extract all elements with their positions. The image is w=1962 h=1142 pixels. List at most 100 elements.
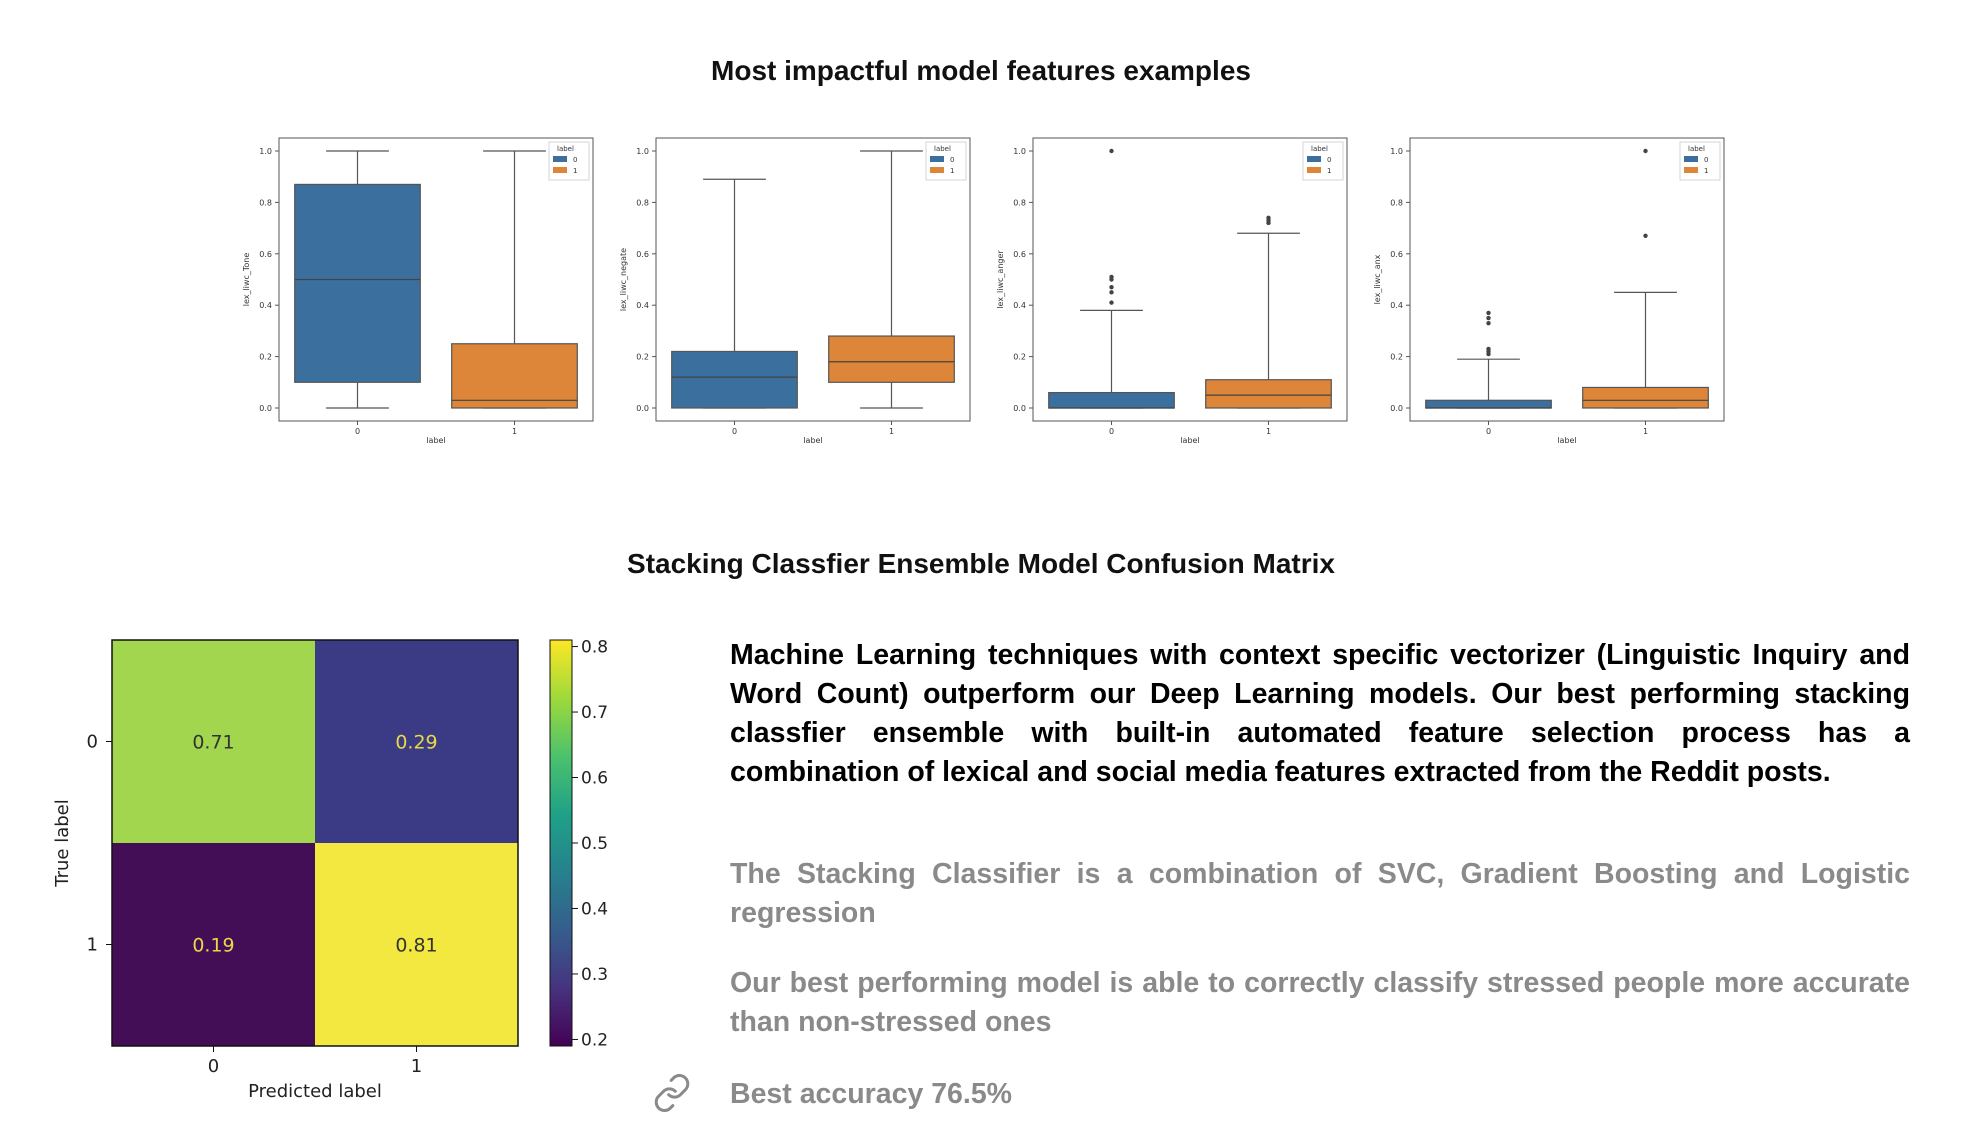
- y-tick-label: 0.6: [1013, 250, 1026, 259]
- y-tick-label: 0: [87, 732, 98, 753]
- legend-swatch: [1684, 156, 1698, 162]
- x-tick-label: 1: [1643, 427, 1648, 436]
- legend-title: label: [1311, 145, 1328, 153]
- box-class-0: [671, 350, 798, 409]
- colorbar-tick-label: 0.6: [581, 769, 608, 789]
- y-tick-label: 1.0: [1013, 147, 1026, 156]
- y-tick-label: 0.2: [636, 353, 649, 362]
- legend-swatch: [553, 156, 567, 162]
- legend-entry: 1: [573, 167, 577, 175]
- y-tick-label: 1.0: [259, 147, 272, 156]
- box-class-1: [1582, 386, 1709, 409]
- confusion-title: Stacking Classfier Ensemble Model Confus…: [627, 548, 1335, 579]
- outlier-point: [1109, 148, 1114, 154]
- matrix-cell: [315, 640, 518, 843]
- x-axis-label: label: [426, 436, 445, 445]
- y-tick-label: 0.6: [636, 250, 649, 259]
- legend-entry: 0: [573, 156, 577, 164]
- y-axis-label: lex_liwc_Tone: [242, 253, 251, 307]
- colorbar: [549, 639, 573, 1047]
- matrix-cell: [315, 843, 518, 1046]
- box-class-1: [828, 335, 955, 383]
- cell-value: 0.71: [192, 732, 234, 754]
- y-tick-label: 0.2: [259, 353, 272, 362]
- outlier-point: [1109, 300, 1114, 305]
- legend-entry: 1: [1704, 167, 1708, 175]
- outlier-point: [1643, 233, 1648, 239]
- box-class-1: [451, 343, 578, 409]
- features-title: Most impactful model features examples: [711, 55, 1251, 86]
- outlier-point: [1486, 346, 1491, 352]
- cell-value: 0.19: [192, 935, 234, 957]
- y-tick-label: 0.8: [636, 198, 649, 207]
- legend-title: label: [1688, 145, 1705, 153]
- y-tick-label: 0.4: [1390, 301, 1403, 310]
- legend-entry: 1: [1327, 167, 1331, 175]
- confusion-matrix: 0.71 0.29 0.19 0.81 0 1 0 1 Predicted label True …: [52, 638, 608, 1102]
- summary-paragraph: Machine Learning techniques with context…: [730, 639, 1910, 788]
- legend-swatch: [1307, 167, 1321, 173]
- box-class-0: [294, 183, 421, 383]
- y-tick-label: 1.0: [1390, 147, 1403, 156]
- y-tick-label: 0.4: [259, 301, 272, 310]
- y-tick-label: 0.6: [1390, 250, 1403, 259]
- legend-swatch: [1684, 167, 1698, 173]
- x-tick-label: 0: [1486, 427, 1491, 436]
- outlier-point: [1109, 285, 1114, 290]
- legend-swatch: [1307, 156, 1321, 162]
- legend-entry: 0: [1327, 156, 1331, 164]
- y-tick-label: 0.2: [1013, 353, 1026, 362]
- colorbar-tick-label: 0.4: [581, 899, 608, 919]
- outlier-point: [1486, 310, 1491, 316]
- x-tick-label: 0: [208, 1056, 219, 1077]
- y-tick-label: 0.0: [636, 404, 649, 413]
- point-best-accuracy: Best accuracy 76.5%: [730, 1078, 1013, 1110]
- cell-value: 0.29: [395, 732, 437, 754]
- colorbar-tick-label: 0.7: [581, 703, 608, 723]
- y-axis-label: lex_liwc_negate: [619, 248, 628, 311]
- x-tick-label: 0: [355, 427, 360, 436]
- box-class-0: [1048, 391, 1175, 409]
- outlier-point: [1266, 215, 1271, 221]
- point-classifier-composition: The Stacking Classifier is a combination…: [730, 858, 1910, 929]
- colorbar-tick-label: 0.5: [581, 834, 608, 854]
- y-tick-label: 0.8: [1390, 198, 1403, 207]
- legend-entry: 0: [950, 156, 954, 164]
- outlier-point: [1486, 315, 1491, 321]
- x-tick-label: 1: [1266, 427, 1271, 436]
- legend-entry: 0: [1704, 156, 1708, 164]
- colorbar-tick-label: 0.2: [581, 1030, 608, 1050]
- x-axis-label: label: [1557, 436, 1576, 445]
- x-tick-label: 1: [889, 427, 894, 436]
- colorbar-tick-label: 0.3: [581, 965, 608, 985]
- matrix-frame: [111, 639, 519, 1047]
- y-tick-label: 1.0: [636, 147, 649, 156]
- x-tick-label: 1: [512, 427, 517, 436]
- point-stressed-classification: Our best performing model is able to cor…: [730, 967, 1910, 1038]
- matrix-cell: [112, 843, 315, 1046]
- link-icon[interactable]: [652, 1073, 692, 1113]
- outlier-point: [1109, 290, 1114, 295]
- y-tick-label: 0.8: [259, 198, 272, 207]
- y-tick-label: 1: [87, 935, 98, 956]
- outlier-point: [1486, 320, 1491, 326]
- y-axis-label: True label: [52, 799, 73, 888]
- box-class-0: [1425, 399, 1552, 409]
- y-axis-label: lex_liwc_anx: [1373, 254, 1382, 304]
- outlier-point: [1109, 274, 1114, 280]
- legend-swatch: [553, 167, 567, 173]
- y-tick-label: 0.4: [636, 301, 649, 310]
- y-tick-label: 0.2: [1390, 353, 1403, 362]
- cell-value: 0.81: [395, 935, 437, 957]
- outlier-point: [1643, 148, 1648, 154]
- y-tick-label: 0.4: [1013, 301, 1026, 310]
- x-tick-label: 0: [732, 427, 737, 436]
- legend-title: label: [934, 145, 951, 153]
- y-tick-label: 0.6: [259, 250, 272, 259]
- matrix-cell: [112, 640, 315, 843]
- y-tick-label: 0.0: [1390, 404, 1403, 413]
- plot-frame: [1409, 137, 1725, 422]
